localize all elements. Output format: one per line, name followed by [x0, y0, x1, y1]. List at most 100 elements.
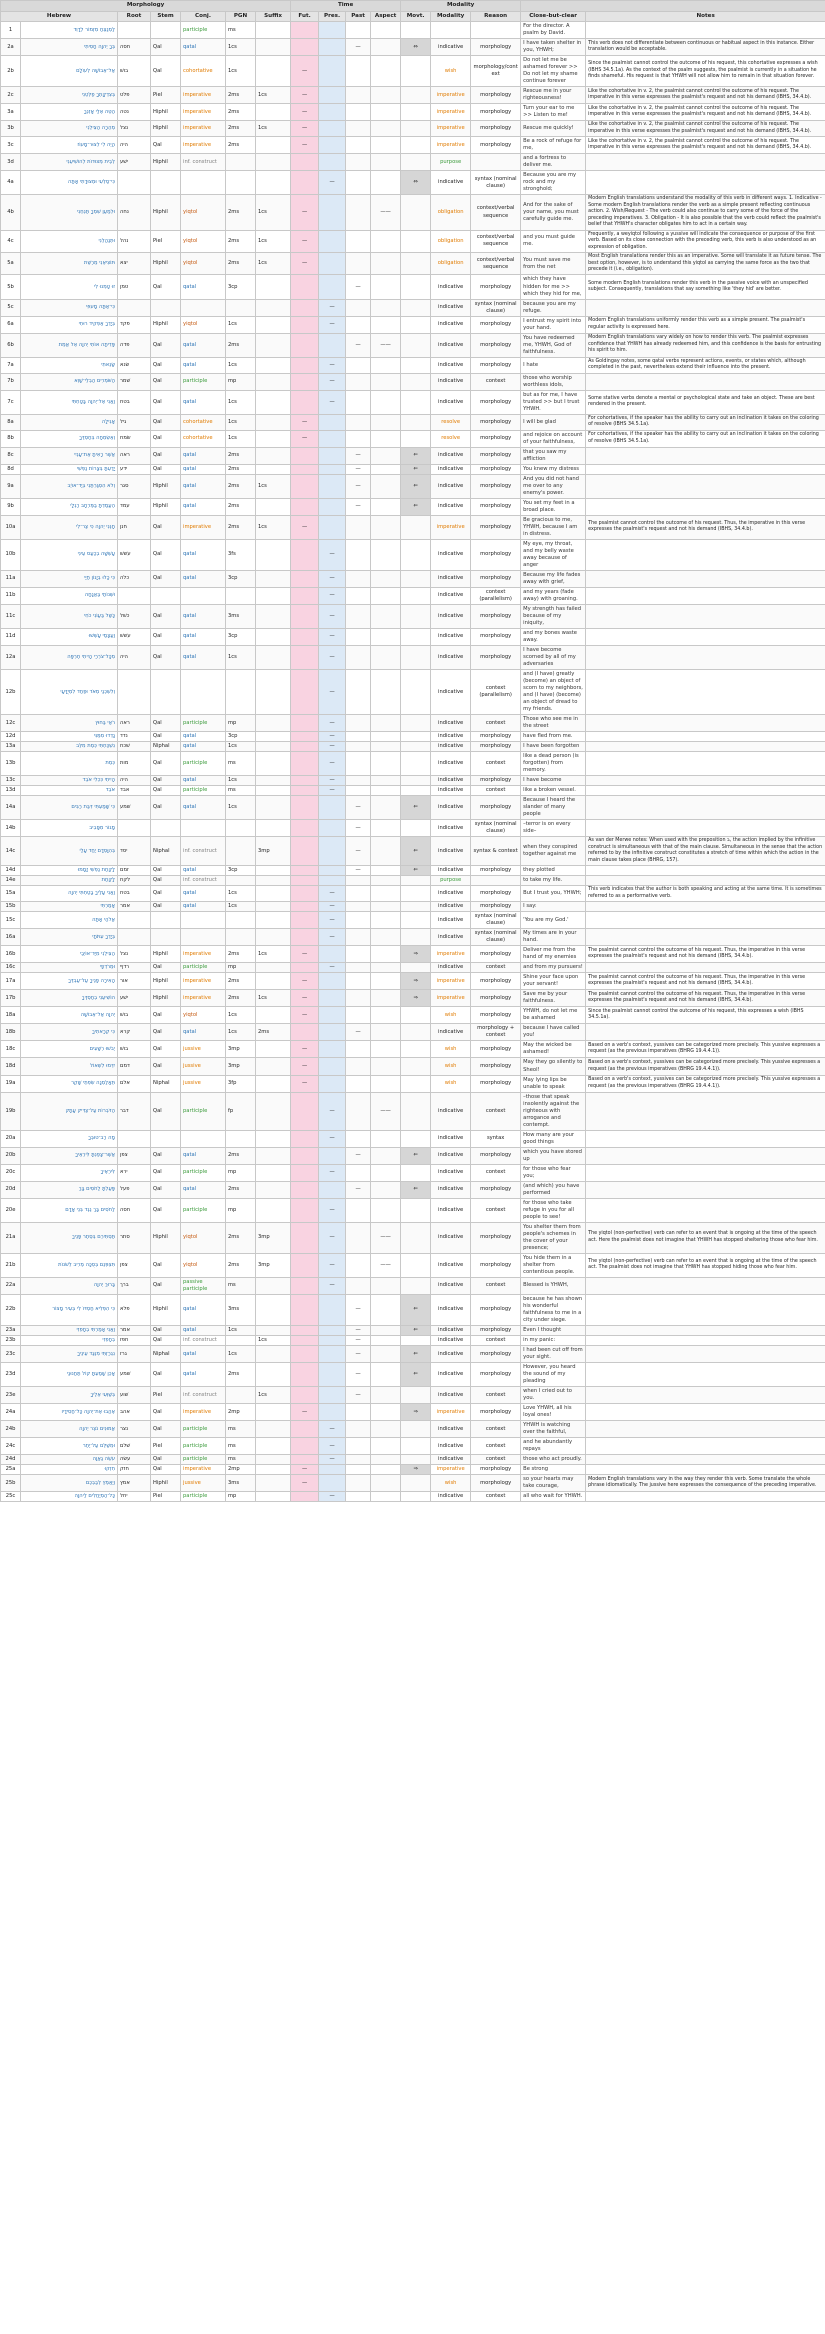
movement — [400, 55, 432, 88]
close-but-clear: My times are in your hand. — [520, 928, 587, 947]
notes — [585, 153, 825, 172]
reason: morphology — [470, 1146, 522, 1165]
close-but-clear: I hate — [520, 356, 587, 374]
suffix — [254, 785, 292, 797]
movement — [400, 1252, 432, 1278]
suffix — [254, 865, 292, 877]
hebrew: פָּדִיתָה אוֹתִי יְהוָה אֵל אֱמֶת — [20, 332, 118, 358]
movement — [400, 1386, 432, 1405]
close-but-clear: My eye, my throat, and my belly waste aw… — [520, 538, 587, 571]
stem: Qal — [150, 627, 181, 647]
present — [318, 514, 347, 540]
notes — [585, 1362, 825, 1388]
movement — [400, 875, 432, 887]
reason: context/verbal sequence — [470, 252, 522, 276]
close-but-clear: like a dead person (is forgotten) from m… — [520, 751, 587, 777]
verse-ref: 22b — [0, 1293, 21, 1327]
root: נהל — [117, 229, 151, 254]
modality: indicative — [430, 1091, 472, 1131]
reason: morphology — [470, 38, 522, 57]
close-but-clear: I say: — [520, 901, 587, 913]
pgn: 2ms — [225, 86, 256, 105]
table-row: 15c אֱלֹהַי אָתָּה — indicative syntax (nomi… — [0, 911, 825, 930]
aspect — [370, 463, 402, 475]
verse-ref: 8d — [0, 463, 21, 475]
aspect — [370, 86, 402, 105]
verse-ref: 23c — [0, 1345, 21, 1364]
suffix — [254, 21, 292, 40]
conjugation: qatal — [180, 795, 226, 821]
past — [345, 669, 372, 716]
suffix — [254, 775, 292, 787]
table-row: 7c וַאֲנִי אֶל־יְהוָה בָּטָחְתִּי בטח Qal qa… — [0, 389, 825, 415]
reason: morphology — [470, 885, 522, 903]
root: דבר — [117, 1091, 151, 1131]
present — [318, 1057, 347, 1076]
notes — [585, 463, 825, 475]
table-row: 14b מָגוֹר מִסָּבִיב — indicative syntax (no… — [0, 819, 825, 838]
notes — [585, 1403, 825, 1422]
movement — [400, 413, 432, 431]
future — [290, 315, 320, 334]
stem — [150, 298, 181, 317]
present — [318, 795, 347, 821]
hebrew: אָכֵן שָׁמַעְתָּ קוֹל תַּחֲנוּנַי — [20, 1362, 118, 1388]
past — [345, 1074, 372, 1093]
column-header: Notes — [585, 10, 825, 23]
modality: indicative — [430, 785, 472, 797]
future — [290, 356, 320, 374]
table-row: 10b עָשְׁשָׁה בְכַעַס עֵינִי עשׁשׁ Qal qatal… — [0, 538, 825, 571]
table-row: 3c הֱיֵה לִי לְצוּר־מָעוֹז היה Qal imperativ… — [0, 136, 825, 155]
root: בושׁ — [117, 55, 151, 88]
present: — — [318, 669, 347, 716]
suffix — [254, 1464, 292, 1476]
hebrew: יֵבֹשׁוּ רְשָׁעִים — [20, 1040, 118, 1059]
conjugation: inf. construct — [180, 1386, 226, 1405]
notes — [585, 875, 825, 887]
reason: syntax (nominal clause) — [470, 819, 522, 838]
movement — [400, 153, 432, 172]
conjugation: qatal — [180, 1293, 226, 1327]
verse-ref: 3d — [0, 153, 21, 172]
stem: Qal — [150, 1403, 181, 1422]
reason: morphology — [470, 1293, 522, 1327]
verse-ref: 23e — [0, 1386, 21, 1405]
pgn: 2ms — [225, 1362, 256, 1388]
present: — — [318, 1221, 347, 1254]
pgn: ms — [225, 21, 256, 40]
aspect — [370, 775, 402, 787]
aspect — [370, 1437, 402, 1456]
modality: resolve — [430, 429, 472, 448]
hebrew: לָקַחַת — [20, 875, 118, 887]
table-row: 14e לָקַחַת לקח Qal inf. construct purpose to … — [0, 875, 825, 887]
pgn: 2ms — [225, 989, 256, 1008]
aspect — [370, 136, 402, 155]
pgn: 3cp — [225, 731, 256, 743]
pgn: 1cs — [225, 1324, 256, 1337]
aspect — [370, 1057, 402, 1076]
aspect — [370, 473, 402, 499]
modality: indicative — [430, 1362, 472, 1388]
verse-ref: 2a — [0, 38, 21, 57]
conjugation: cohortative — [180, 55, 226, 88]
suffix: 1cs — [254, 252, 292, 276]
reason: morphology — [470, 136, 522, 155]
notes — [585, 785, 825, 797]
verse-ref: 22a — [0, 1276, 21, 1295]
past — [345, 55, 372, 88]
reason: syntax (nominal clause) — [470, 170, 522, 196]
present — [318, 1006, 347, 1025]
conjugation: participle — [180, 751, 226, 777]
aspect — [370, 356, 402, 374]
close-but-clear: that you saw my affliction — [520, 446, 587, 465]
reason: context/verbal sequence — [470, 229, 522, 254]
hebrew: תֵּאָלַמְנָה שִׂפְתֵי שָׁקֶר — [20, 1074, 118, 1093]
stem: Qal — [150, 714, 181, 733]
future — [290, 1221, 320, 1254]
modality: indicative — [430, 1335, 472, 1347]
future: — — [290, 120, 320, 138]
pgn: 3fs — [225, 538, 256, 571]
table-row: 20a מָה רַב־טוּבְךָ — indicative syntax How m… — [0, 1129, 825, 1148]
suffix: 3mp — [254, 836, 292, 867]
future: — — [290, 1474, 320, 1493]
